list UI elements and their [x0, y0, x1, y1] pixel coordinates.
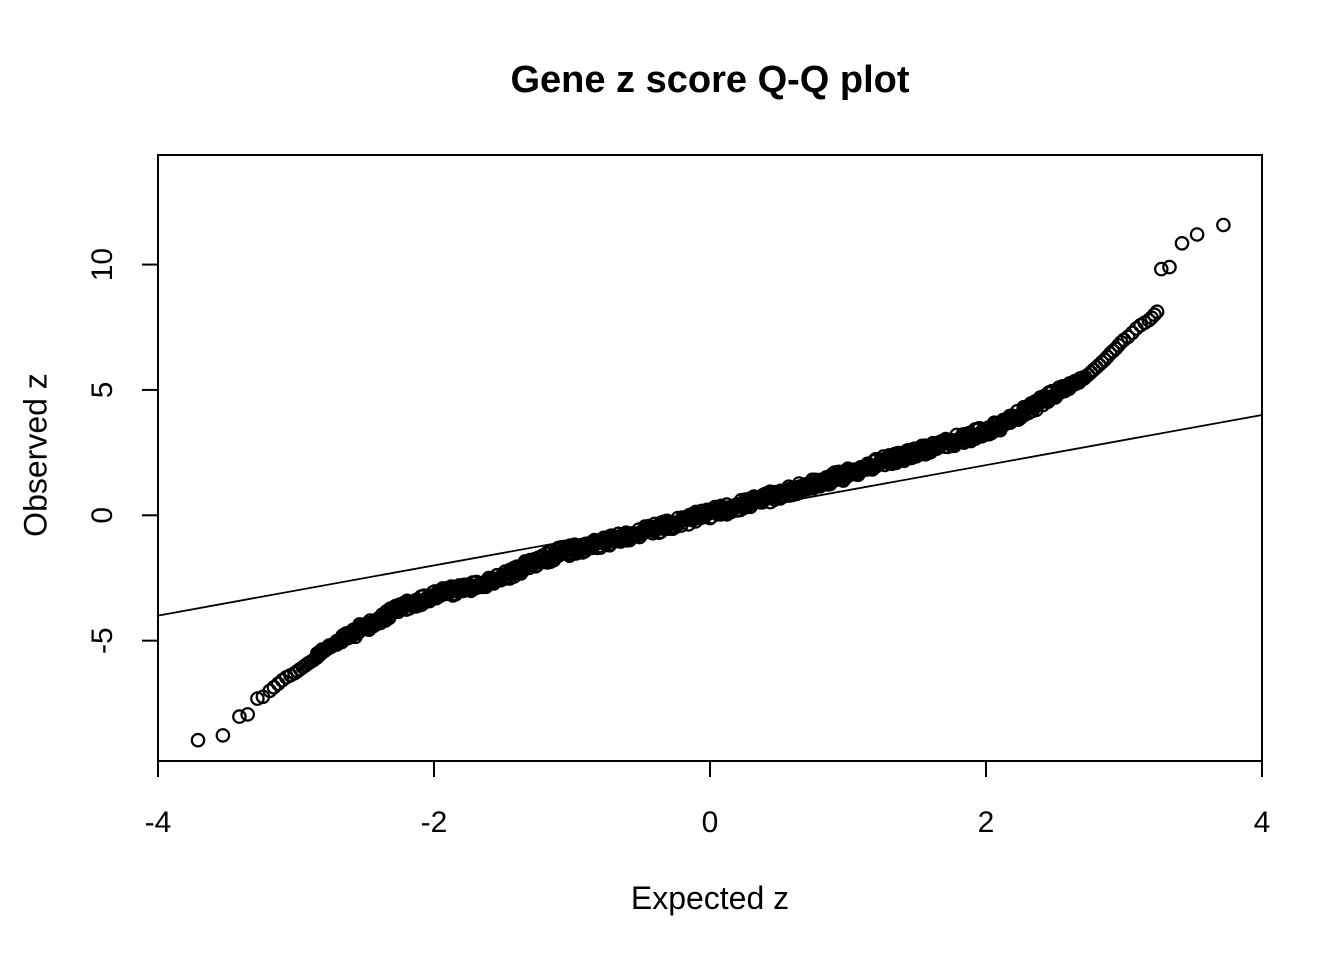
qq-point	[1162, 259, 1177, 275]
y-tick-label: 0	[86, 507, 119, 524]
qq-point	[1174, 236, 1190, 251]
x-tick-label: 2	[978, 806, 995, 839]
y-axis-label: Observed z	[17, 373, 54, 537]
qq-point	[313, 646, 329, 661]
x-tick-label: -4	[145, 806, 172, 839]
qq-point	[1125, 325, 1140, 341]
y-tick-label: -5	[86, 627, 119, 654]
qq-point	[309, 650, 324, 665]
x-tick-label: 0	[702, 806, 719, 839]
qq-point	[1149, 304, 1165, 319]
qq-point	[232, 709, 247, 724]
qq-point	[310, 648, 326, 664]
plot-box	[157, 154, 1263, 762]
x-tick-label: 4	[1254, 806, 1271, 839]
qq-point	[262, 683, 278, 699]
qq-point	[1216, 217, 1231, 233]
qq-point	[1189, 227, 1205, 242]
qq-point	[190, 732, 206, 748]
y-tick-label: 5	[86, 382, 119, 399]
x-axis-label: Expected z	[630, 880, 790, 916]
y-tick-label: 10	[86, 248, 119, 281]
qq-point	[215, 728, 231, 743]
qq-point	[1120, 329, 1136, 345]
chart-title: Gene z score Q-Q plot	[510, 59, 910, 101]
qq-point	[266, 679, 282, 695]
qq-point	[1147, 307, 1162, 322]
x-tick-label: -2	[421, 806, 448, 839]
qq-point	[1154, 261, 1169, 277]
qq-point	[240, 707, 255, 722]
qq-point	[913, 446, 929, 462]
